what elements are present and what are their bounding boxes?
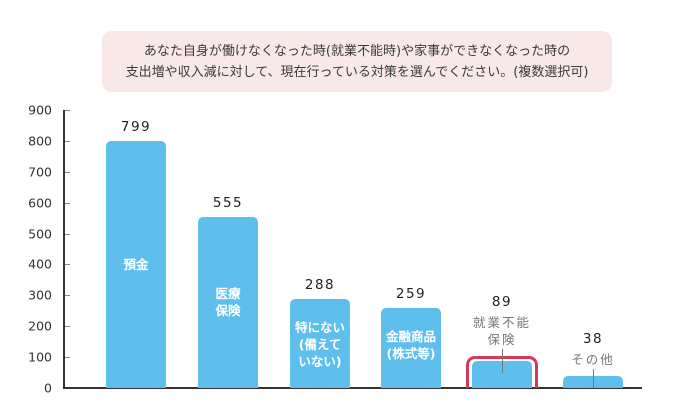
bar-category-label-line: いない) xyxy=(298,354,342,370)
y-tick-label: 700 xyxy=(28,164,52,180)
bar-category-label-line: 保険 xyxy=(487,331,517,347)
y-tick-label: 500 xyxy=(28,226,52,242)
y-tick-label: 600 xyxy=(28,195,52,211)
bar-value-label: 288 xyxy=(304,277,336,294)
bar-category-label-line: (備えて xyxy=(298,337,342,353)
y-tick-label: 800 xyxy=(28,133,52,149)
bar-value-label: 259 xyxy=(395,285,427,302)
y-tick-mark xyxy=(65,264,70,266)
bar-category-label-line: 医療 xyxy=(215,286,241,302)
bar-category-label: 金融商品 (株式等) xyxy=(381,328,441,362)
bar-category-label: 特にない (備えて いない) xyxy=(290,319,350,370)
leader-line xyxy=(502,348,503,373)
bar: 特にない (備えて いない) xyxy=(290,299,350,388)
question-line-2: 支出増や収入減に対して、現在行っている対策を選んでください。(複数選択可) xyxy=(125,64,589,80)
y-axis xyxy=(63,110,65,389)
y-tick-label: 400 xyxy=(28,256,52,272)
y-tick-mark xyxy=(65,140,70,142)
bar-category-label: 就業不能 保険 xyxy=(457,314,547,348)
question-line-1: あなた自身が働けなくなった時(就業不能時)や家事ができなくなった時の xyxy=(143,43,571,59)
y-tick-mark xyxy=(65,110,70,111)
bar-value-label: 799 xyxy=(120,119,152,136)
y-tick-mark xyxy=(65,295,70,297)
bar-value-label: 38 xyxy=(582,331,604,348)
y-tick-mark xyxy=(65,171,70,173)
bar-category-label-line: 特にない xyxy=(294,320,345,336)
bar: 医療 保険 xyxy=(198,216,258,388)
bar-category-label-line: 金融商品 xyxy=(385,328,436,344)
bar-category-label: 預金 xyxy=(106,256,166,273)
y-tick-label: 300 xyxy=(28,287,52,303)
y-tick-mark xyxy=(65,357,70,359)
bar-value-label: 89 xyxy=(491,293,513,310)
bar-value-label: 555 xyxy=(212,194,244,211)
y-tick-label: 200 xyxy=(28,318,52,334)
bar-category-label: 医療 保険 xyxy=(198,285,258,319)
y-tick-label: 900 xyxy=(28,102,52,118)
y-tick-label: 0 xyxy=(44,380,52,396)
bar-category-label-line: (株式等) xyxy=(386,345,436,361)
bar-category-label: その他 xyxy=(548,351,638,368)
bar-category-label-line: その他 xyxy=(571,352,615,368)
x-axis xyxy=(63,387,642,389)
bar: 預金 xyxy=(106,141,166,388)
question-box: あなた自身が働けなくなった時(就業不能時)や家事ができなくなった時の 支出増や収… xyxy=(102,31,612,92)
y-tick-label: 100 xyxy=(28,349,52,365)
y-tick-mark xyxy=(65,202,70,204)
bar-category-label-line: 就業不能 xyxy=(472,314,531,330)
leader-line xyxy=(593,369,594,389)
y-tick-mark xyxy=(65,326,70,328)
bar-category-label-line: 預金 xyxy=(123,257,149,273)
bar: 金融商品 (株式等) xyxy=(381,307,441,388)
bar-category-label-line: 保険 xyxy=(215,303,241,319)
y-tick-mark xyxy=(65,233,70,235)
